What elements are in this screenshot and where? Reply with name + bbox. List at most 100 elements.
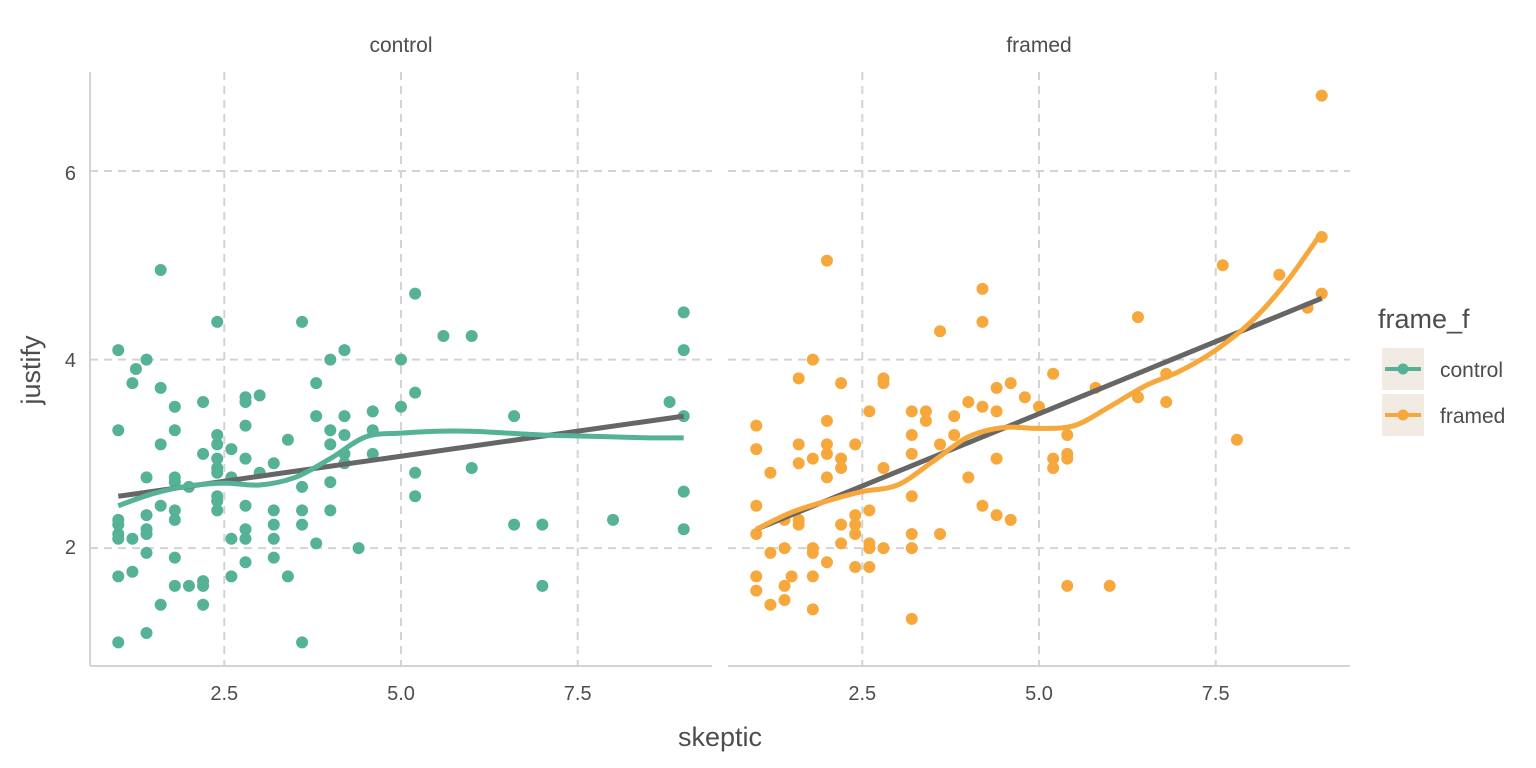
data-point	[197, 579, 210, 592]
data-point	[536, 579, 549, 592]
data-point	[849, 518, 862, 531]
data-point	[239, 396, 252, 408]
linear-fit-line	[755, 295, 1323, 532]
data-point	[750, 570, 763, 583]
data-point	[395, 400, 407, 413]
data-point	[239, 523, 252, 536]
data-point	[1061, 429, 1074, 441]
data-point	[1061, 579, 1074, 592]
data-point	[211, 429, 224, 441]
data-point	[112, 636, 125, 649]
data-point	[112, 570, 125, 583]
data-point	[962, 396, 975, 408]
data-point	[934, 528, 947, 540]
data-point	[140, 509, 153, 522]
data-point	[281, 433, 294, 446]
data-point	[140, 353, 153, 366]
data-point	[849, 561, 862, 573]
data-point	[281, 570, 294, 583]
data-point	[990, 452, 1003, 465]
data-point	[792, 372, 805, 385]
data-point	[948, 410, 961, 423]
data-point	[820, 414, 833, 427]
panel-control: control 2.5 5.0 7.5	[89, 34, 712, 705]
data-point	[182, 579, 195, 592]
x-tick-label: 7.5	[564, 683, 592, 705]
data-point	[919, 405, 932, 418]
x-axis-title: skeptic	[678, 722, 762, 752]
data-point	[508, 518, 521, 531]
data-point	[863, 405, 876, 418]
data-point	[863, 542, 876, 555]
data-point	[863, 561, 876, 573]
data-point	[126, 532, 139, 545]
data-point	[126, 565, 139, 578]
data-point	[820, 254, 833, 267]
data-point	[409, 490, 422, 503]
data-point	[663, 396, 676, 408]
data-point	[140, 528, 153, 540]
data-point	[168, 513, 181, 526]
legend-label-framed: framed	[1440, 405, 1505, 428]
data-point	[338, 429, 351, 441]
data-point	[1216, 259, 1229, 272]
data-point	[750, 528, 763, 540]
y-tick-label-2: 2	[65, 537, 76, 559]
data-point	[1230, 433, 1243, 446]
data-point	[976, 400, 989, 413]
data-point	[324, 504, 337, 517]
data-point	[1061, 452, 1074, 465]
data-point	[366, 447, 379, 460]
data-point	[197, 396, 210, 408]
data-point	[1004, 377, 1017, 390]
data-point	[126, 377, 139, 390]
data-point	[806, 603, 819, 616]
data-point	[976, 315, 989, 328]
data-point	[112, 344, 125, 357]
data-point	[211, 315, 224, 328]
data-point	[905, 405, 918, 418]
data-point	[820, 438, 833, 451]
data-point	[310, 377, 323, 390]
data-point	[806, 353, 819, 366]
data-point	[338, 410, 351, 423]
data-point	[508, 410, 521, 423]
data-point	[296, 504, 309, 517]
x-tick-label: 2.5	[210, 683, 238, 705]
data-point	[129, 363, 142, 375]
data-point	[863, 504, 876, 517]
data-point	[962, 471, 975, 484]
data-point	[905, 447, 918, 460]
panel-framed: framed 2.5 5.0 7.5	[728, 34, 1350, 705]
data-point	[211, 452, 224, 465]
legend: frame_f control framed	[1378, 304, 1505, 436]
data-point	[1315, 89, 1328, 102]
smooth-fit-curve	[117, 428, 684, 509]
data-point	[154, 598, 167, 611]
data-point	[990, 405, 1003, 418]
data-point	[607, 513, 620, 526]
data-point	[750, 443, 763, 456]
data-point	[835, 377, 848, 390]
data-point	[877, 462, 890, 474]
data-point	[267, 518, 280, 531]
data-point	[677, 485, 690, 498]
data-point	[267, 504, 280, 517]
facet-strip-label: control	[369, 34, 432, 57]
data-point	[267, 532, 280, 545]
data-point	[465, 462, 478, 474]
data-point	[409, 386, 422, 399]
data-point	[1273, 268, 1286, 281]
data-point	[395, 353, 407, 366]
data-point	[154, 499, 167, 512]
data-point	[112, 532, 125, 545]
data-point	[112, 424, 125, 437]
data-point	[324, 424, 337, 437]
data-point	[296, 480, 309, 493]
data-point	[197, 447, 210, 460]
x-tick-label: 5.0	[1025, 683, 1053, 705]
data-point	[905, 429, 918, 441]
data-point	[168, 476, 181, 489]
data-point	[806, 452, 819, 465]
data-point	[1047, 452, 1060, 465]
